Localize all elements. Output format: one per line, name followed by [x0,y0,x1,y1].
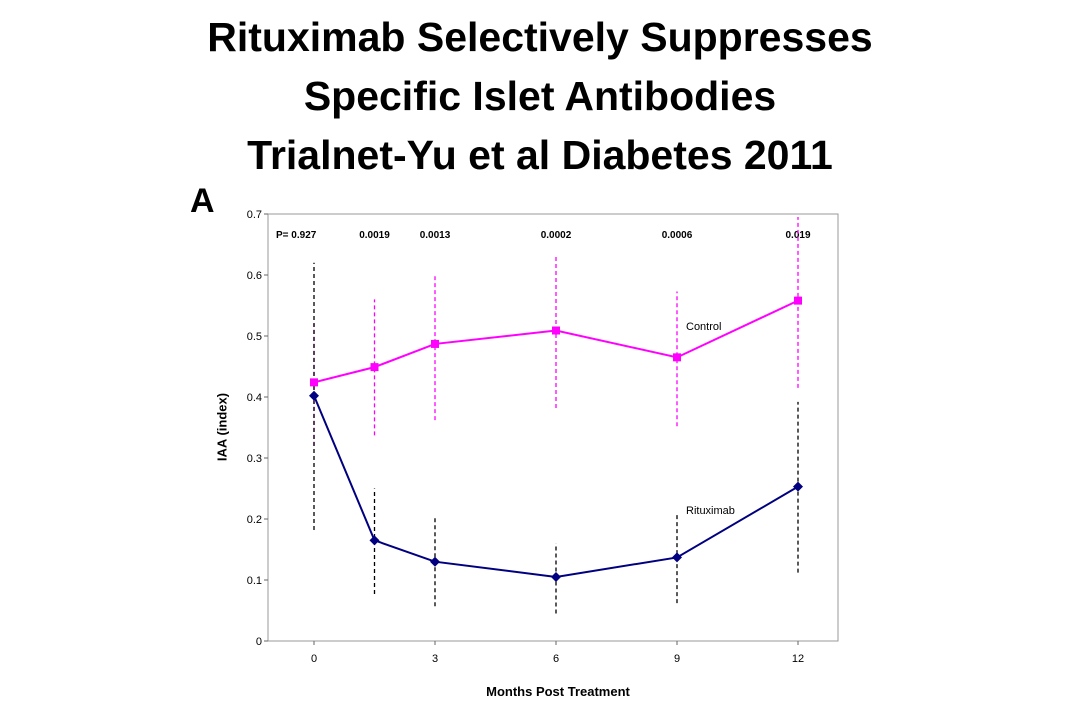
y-axis-label: IAA (index) [214,392,230,462]
data-point-rituximab [793,481,803,492]
y-tick-label: 0.5 [247,331,262,343]
data-point-control [794,296,802,305]
y-tick-label: 0.7 [247,209,262,221]
data-point-rituximab [309,390,319,401]
plot-area [267,213,839,642]
p-value-label: 0.019 [785,230,810,241]
x-tick-label: 12 [792,653,804,665]
p-value-label: 0.0002 [541,230,572,241]
data-point-rituximab [369,535,380,546]
title-line-2: Specific Islet Antibodies [303,73,777,119]
data-point-rituximab [551,571,561,582]
title-line-1: Rituximab Selectively Suppresses [207,14,873,60]
y-tick-label: 0.2 [247,514,262,526]
p-value-label: 0.0006 [662,230,693,241]
series-label-rituximab: Rituximab [686,505,735,517]
title-line-3: Trialnet-Yu et al Diabetes 2011 [247,132,833,178]
x-tick-label: 0 [311,653,317,665]
y-tick-label: 0.3 [247,453,262,465]
x-tick-label: 9 [674,653,680,665]
p-value-label: 0.0013 [420,230,451,241]
x-tick-label: 3 [432,653,438,665]
data-point-control [370,363,379,372]
data-point-control [431,339,439,348]
y-tick-label: 0.1 [247,575,262,587]
x-axis-label: Months Post Treatment [486,684,630,699]
y-tick-label: 0.4 [247,392,262,404]
data-point-rituximab [430,556,440,567]
data-point-control [310,378,318,387]
p-value-label: P= 0.927 [276,230,317,241]
data-point-control [673,353,681,362]
y-tick-label: 0 [256,636,262,648]
series-line-control [313,299,799,384]
x-tick-label: 6 [553,653,559,665]
data-point-rituximab [672,552,682,563]
data-point-control [552,326,560,335]
panel-label: A [190,182,215,220]
p-value-label: 0.0019 [359,230,390,241]
series-label-control: Control [686,321,721,333]
series-line-rituximab [313,395,799,578]
y-tick-label: 0.6 [247,270,262,282]
slide-title: Rituximab Selectively Suppresses Specifi… [0,8,1080,185]
